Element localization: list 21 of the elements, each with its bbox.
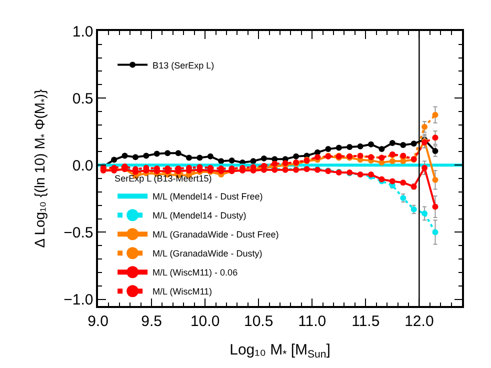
legend-label: M/L (GranadaWide - Dust Free): [152, 230, 279, 240]
legend-title: SerExp L (B13-Meert15): [114, 174, 212, 184]
x-tick-label: 10.5: [244, 312, 274, 330]
x-tick-label: 12.0: [404, 312, 434, 330]
legend-label: M/L (WiscM11): [152, 286, 212, 297]
x-tick-label: 10.0: [190, 312, 220, 330]
x-tick-label: 9.0: [88, 312, 108, 330]
legend-label: M/L (WiscM11) - 0.06: [152, 268, 238, 278]
y-tick-label: 0.5: [72, 90, 94, 108]
x-tick-label: 11.5: [352, 312, 380, 330]
legend-label: M/L (Mendel14 - Dusty): [152, 210, 246, 221]
x-tick-label: 11.0: [298, 312, 326, 330]
y-tick-label: −0.5: [64, 224, 94, 242]
y-tick-label: 0.0: [72, 157, 94, 174]
y-tick-label: −1.0: [64, 292, 94, 309]
legend-label: B13 (SerExp L): [152, 60, 214, 70]
x-tick-label: 9.5: [141, 312, 162, 330]
x-axis-title: Log₁₀ M$_{*}$ [M$_{Sun}$]: [230, 341, 330, 360]
legend-label: M/L (Mendel14 - Dust Free): [152, 192, 263, 202]
legend-label: M/L (GranadaWide - Dusty): [152, 248, 262, 259]
y-tick-label: 1.0: [72, 23, 94, 40]
